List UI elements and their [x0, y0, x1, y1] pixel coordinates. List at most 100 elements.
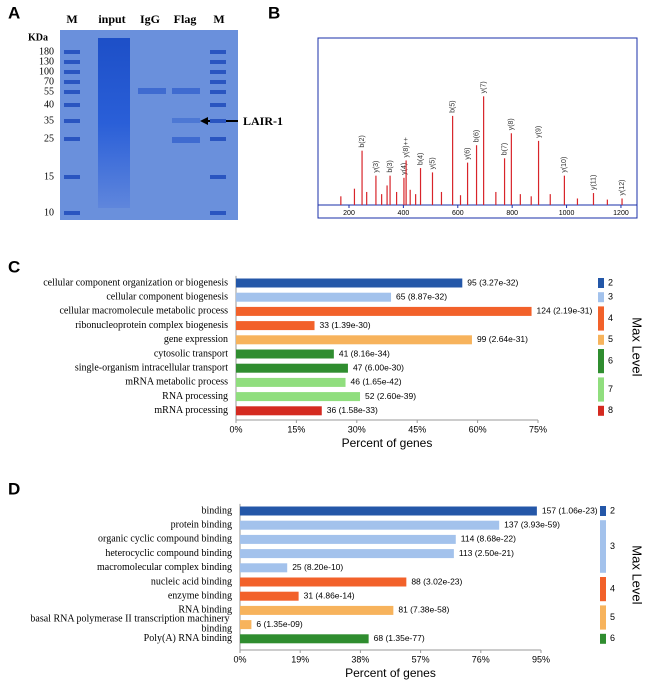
legend-label: 4: [608, 313, 613, 323]
x-tick-label: 15%: [287, 424, 305, 434]
marker-label: 40: [44, 99, 54, 110]
legend-label: 5: [610, 612, 615, 622]
bar: [236, 278, 463, 288]
peak-label: b(6): [473, 130, 480, 142]
legend-swatch: [600, 577, 606, 602]
gel-band: [172, 137, 200, 143]
x-tick-label: 1000: [559, 210, 575, 217]
marker-band: [64, 70, 80, 74]
legend-label: 2: [610, 505, 615, 515]
marker-label: 180: [39, 46, 54, 57]
category-label: binding: [201, 505, 232, 516]
arrow-head: [200, 117, 208, 125]
bar-label: 33 (1.39e-30): [320, 320, 371, 330]
bar: [240, 620, 252, 630]
marker-band: [64, 103, 80, 107]
gel: [60, 30, 238, 220]
bar: [240, 605, 394, 615]
bar: [236, 349, 334, 359]
marker-band: [64, 211, 80, 215]
gel-band: [138, 88, 166, 94]
category-label: cytosolic transport: [154, 348, 228, 359]
marker-band: [210, 211, 226, 215]
x-tick-label: 45%: [408, 424, 426, 434]
legend-label: 8: [608, 405, 613, 415]
marker-label: 70: [44, 76, 54, 87]
peak-label: y(5): [429, 157, 436, 169]
peak-label: b(3): [387, 160, 394, 172]
lane-label: Flag: [174, 12, 197, 26]
bar-label: 47 (6.00e-30): [353, 362, 404, 372]
category-label: Poly(A) RNA binding: [144, 633, 232, 644]
category-label: cellular macromolecule metabolic process: [59, 306, 228, 317]
bar-label: 36 (1.58e-33): [327, 405, 378, 415]
legend-swatch: [598, 278, 604, 288]
bar: [236, 306, 532, 316]
peak-label: y(3): [373, 161, 380, 173]
bar-label: 31 (4.86e-14): [304, 590, 355, 600]
x-tick-label: 800: [506, 210, 518, 217]
category-label: single-organism intracellular transport: [75, 362, 228, 373]
x-tick-label: 200: [343, 210, 355, 217]
bar: [240, 634, 369, 644]
legend-swatch: [598, 292, 604, 303]
bar-label: 157 (1.06e-23): [542, 505, 598, 515]
legend-label: 2: [608, 277, 613, 287]
x-tick-label: 0%: [233, 654, 246, 664]
bar: [236, 321, 315, 331]
peak-label: y(10): [561, 157, 568, 173]
marker-band: [210, 137, 226, 141]
bar: [240, 520, 500, 530]
x-tick-label: 1200: [613, 210, 629, 217]
marker-band: [210, 119, 226, 123]
bar-label: 6 (1.35e-09): [256, 619, 302, 629]
legend-label: 6: [610, 633, 615, 643]
gel-band: [172, 118, 200, 123]
marker-band: [64, 137, 80, 141]
spectrum-frame: [317, 37, 638, 219]
bar: [240, 549, 454, 559]
marker-label: 15: [44, 171, 54, 182]
peak-label: b(5): [449, 100, 456, 112]
peak-label: y(7): [480, 81, 487, 93]
peak-label: y(4): [401, 163, 408, 175]
category-label: gene expression: [164, 334, 228, 345]
x-tick-label: 38%: [351, 654, 369, 664]
bar-label: 99 (2.64e-31): [477, 334, 528, 344]
bar: [240, 506, 537, 516]
peak-label: y(9): [535, 126, 542, 138]
category-label: cellular component biogenesis: [106, 291, 228, 302]
category-label: macromolecular complex binding: [97, 562, 232, 573]
x-tick-label: 0%: [229, 424, 242, 434]
bar: [236, 406, 322, 416]
x-tick-label: 30%: [348, 424, 366, 434]
bar: [240, 534, 456, 544]
marker-band: [64, 80, 80, 84]
bar-label: 113 (2.50e-21): [459, 548, 514, 558]
peak-label: b(2): [359, 135, 366, 147]
category-label: organic cyclic compound binding: [98, 534, 232, 545]
peak-label: y(12): [619, 180, 626, 196]
category-label: heterocyclic compound binding: [105, 548, 232, 559]
marker-label: 35: [44, 115, 54, 126]
x-tick-label: 19%: [291, 654, 309, 664]
x-tick-label: 75%: [529, 424, 547, 434]
lane-label: M: [66, 12, 77, 26]
lane-label: M: [213, 12, 224, 26]
marker-band: [210, 60, 226, 64]
marker-label: 130: [39, 56, 54, 67]
bar-label: 41 (8.16e-34): [339, 348, 390, 358]
bar-label: 95 (3.27e-32): [467, 277, 518, 287]
bar: [236, 392, 361, 402]
x-tick-label: 95%: [532, 654, 550, 664]
lane-label: IgG: [140, 12, 160, 26]
category-label: mRNA metabolic process: [125, 377, 228, 388]
category-label: nucleic acid binding: [151, 576, 232, 587]
legend-swatch: [598, 349, 604, 374]
x-tick-label: 60%: [469, 424, 487, 434]
bar-label: 25 (8.20e-10): [292, 562, 343, 572]
bar-label: 65 (8.87e-32): [396, 291, 447, 301]
legend-label: 7: [608, 384, 613, 394]
legend-swatch: [600, 633, 606, 644]
